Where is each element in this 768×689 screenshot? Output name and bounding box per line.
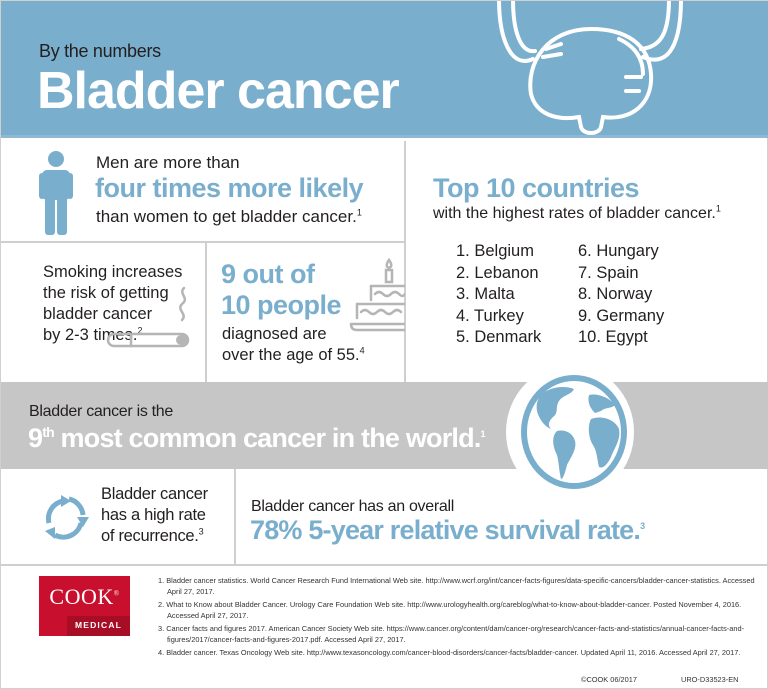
list-item: 1. Belgium bbox=[456, 242, 534, 260]
document-code: URO-D33523-EN bbox=[681, 675, 739, 684]
reference-item: 4. Bladder cancer. Texas Oncology Web si… bbox=[158, 648, 741, 657]
text-line: Smoking increases bbox=[43, 263, 183, 281]
divider bbox=[1, 241, 404, 243]
logo-band bbox=[67, 616, 130, 636]
birthday-cake-icon bbox=[349, 257, 405, 332]
list-item: 6. Hungary bbox=[578, 242, 659, 260]
reference-item: 1. Bladder cancer statistics. World Canc… bbox=[158, 576, 755, 596]
footnote-ref: 4 bbox=[359, 345, 365, 356]
top-countries-subtitle: with the highest rates of bladder cancer… bbox=[433, 203, 721, 222]
divider bbox=[234, 469, 236, 564]
text-line: of recurrence.3 bbox=[101, 526, 204, 545]
reference-item: 2. What to Know about Bladder Cancer. Ur… bbox=[158, 600, 742, 620]
list-item: 3. Malta bbox=[456, 285, 515, 303]
logo-sub: MEDICAL bbox=[74, 620, 123, 630]
country-list-2: 6. Hungary 7. Spain 8. Norway 9. Germany… bbox=[578, 241, 664, 349]
globe-icon bbox=[521, 375, 627, 489]
logo-brand: COOK® bbox=[49, 584, 120, 609]
registered-mark: ® bbox=[113, 589, 120, 598]
country-list-1: 1. Belgium 2. Lebanon 3. Malta 4. Turkey… bbox=[456, 241, 541, 349]
header-eyebrow: By the numbers bbox=[39, 41, 161, 61]
text-line: Bladder cancer bbox=[101, 485, 208, 503]
text-line: by 2-3 times.2 bbox=[43, 325, 143, 344]
text-line: over the age of 55.4 bbox=[222, 345, 365, 364]
bladder-icon bbox=[497, 1, 683, 135]
recycle-arrows-icon bbox=[45, 495, 89, 540]
world-rank-intro: Bladder cancer is the bbox=[29, 403, 174, 420]
header-banner: By the numbers Bladder cancer bbox=[1, 1, 768, 138]
footnote-ref: 2 bbox=[137, 325, 143, 336]
smoking-stat: Smoking increases the risk of getting bl… bbox=[43, 262, 193, 346]
text-line: diagnosed are bbox=[222, 325, 327, 343]
list-item: 2. Lebanon bbox=[456, 263, 539, 282]
world-rank-banner bbox=[1, 382, 768, 469]
footnote-ref: 1 bbox=[715, 203, 721, 214]
divider bbox=[1, 564, 768, 566]
footnote-ref: 1 bbox=[480, 429, 486, 439]
references: 1. Bladder cancer statistics. World Canc… bbox=[158, 576, 758, 662]
text-line: bladder cancer bbox=[43, 305, 153, 323]
text-line: the risk of getting bbox=[43, 284, 169, 302]
list-item: 4. Turkey bbox=[456, 306, 524, 325]
footnote-ref: 3 bbox=[198, 526, 204, 537]
age-stat-detail: diagnosed are over the age of 55.4 bbox=[222, 324, 365, 366]
men-stat-highlight: four times more likely bbox=[95, 173, 364, 203]
world-rank-highlight: 9th most common cancer in the world.1 bbox=[28, 423, 486, 453]
list-item: 7. Spain bbox=[578, 263, 639, 282]
footnote-ref: 3 bbox=[640, 521, 645, 531]
text-line: has a high rate bbox=[101, 506, 206, 524]
cigarette-icon bbox=[106, 286, 190, 348]
list-item: 8. Norway bbox=[578, 285, 653, 303]
ordinal-suffix: th bbox=[42, 424, 54, 440]
man-icon bbox=[39, 151, 73, 235]
divider bbox=[205, 242, 207, 382]
men-stat-detail: than women to get bladder cancer.1 bbox=[96, 207, 362, 226]
divider bbox=[404, 141, 406, 382]
recurrence-stat: Bladder cancer has a high rate of recurr… bbox=[101, 484, 208, 547]
text-line: 10 people bbox=[221, 290, 342, 320]
list-item: 9. Germany bbox=[578, 306, 665, 325]
footnote-ref: 1 bbox=[356, 207, 362, 218]
age-stat-highlight: 9 out of 10 people bbox=[221, 259, 342, 321]
cook-medical-logo: COOK® MEDICAL bbox=[39, 576, 130, 636]
text-line: 9 out of bbox=[221, 259, 315, 289]
list-item: 10. Egypt bbox=[578, 328, 648, 346]
list-item: 5. Denmark bbox=[456, 328, 542, 346]
men-stat-intro: Men are more than bbox=[96, 153, 240, 172]
top-countries-title: Top 10 countries bbox=[433, 173, 640, 203]
survival-stat-highlight: 78% 5-year relative survival rate.3 bbox=[250, 515, 645, 545]
reference-item: 3. Cancer facts and figures 2017. Americ… bbox=[158, 624, 745, 644]
page-title: Bladder cancer bbox=[37, 62, 400, 120]
copyright: ©COOK 06/2017 bbox=[581, 675, 637, 684]
survival-stat-intro: Bladder cancer has an overall bbox=[251, 498, 454, 515]
